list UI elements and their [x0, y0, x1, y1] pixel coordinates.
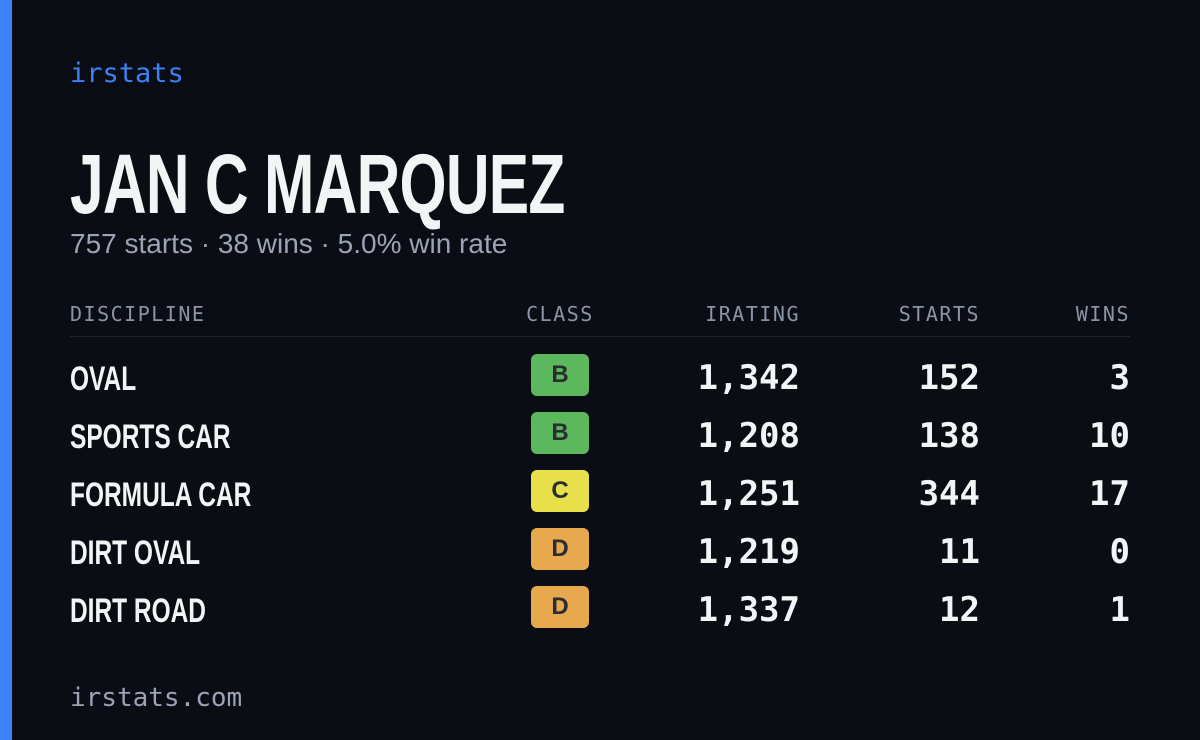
starts-value: 12: [939, 590, 980, 630]
footer: irstats.com: [70, 683, 243, 713]
accent-bar: [0, 0, 12, 740]
discipline: SPORTS CAR: [70, 418, 231, 456]
irating-value: 1,208: [697, 416, 800, 456]
irating-value: 1,337: [697, 590, 800, 630]
wins-value: 1: [1109, 590, 1130, 630]
starts-value: 344: [918, 474, 980, 514]
class-badge: C: [531, 470, 589, 512]
column-header: DISCIPLINE: [70, 302, 206, 326]
wins-value: 0: [1109, 532, 1130, 572]
starts-value: 11: [939, 532, 980, 572]
starts-value: 152: [918, 358, 980, 398]
irating-value: 1,251: [697, 474, 800, 514]
driver-name: JAN C MARQUEZ: [70, 137, 565, 231]
column-header: STARTS: [898, 302, 980, 326]
brand: irstats: [70, 58, 184, 89]
class-badge: D: [531, 586, 589, 628]
class-badge: B: [531, 412, 589, 454]
column-header: IRATING: [705, 302, 800, 326]
discipline: DIRT ROAD: [70, 592, 207, 630]
column-header: CLASS: [526, 302, 594, 326]
wins-value: 3: [1109, 358, 1130, 398]
discipline: DIRT OVAL: [70, 534, 201, 572]
irating-value: 1,342: [697, 358, 800, 398]
irating-value: 1,219: [697, 532, 800, 572]
starts-value: 138: [918, 416, 980, 456]
wins-value: 17: [1089, 474, 1130, 514]
column-header: WINS: [1075, 302, 1130, 326]
class-badge: B: [531, 354, 589, 396]
discipline: OVAL: [70, 360, 137, 398]
discipline: FORMULA CAR: [70, 476, 252, 514]
header-rule: [70, 336, 1130, 337]
class-badge: D: [531, 528, 589, 570]
summary: 757 starts · 38 wins · 5.0% win rate: [70, 228, 508, 259]
wins-value: 10: [1089, 416, 1130, 456]
